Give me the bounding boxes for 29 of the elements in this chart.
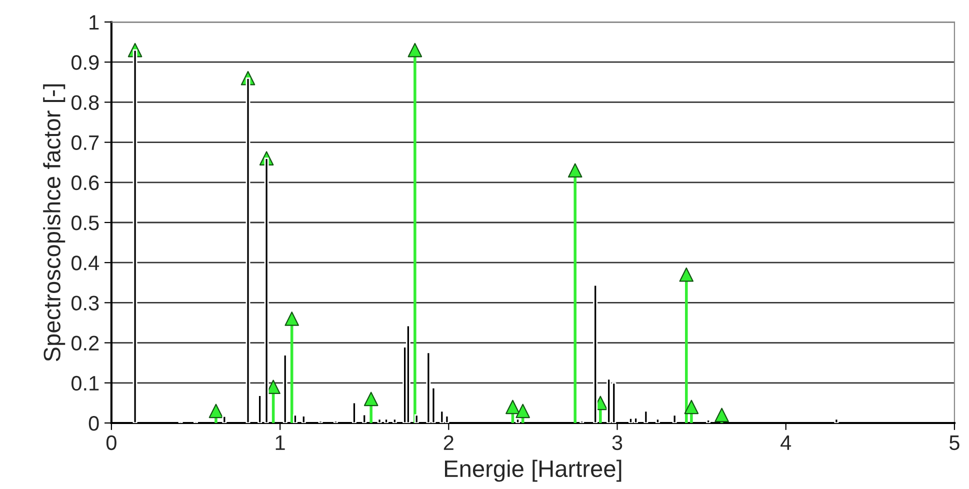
x-tick-label: 3 [612,435,622,450]
point [364,392,378,406]
y-tick-label: 0 [88,416,99,431]
point [684,400,699,414]
y-tick-label: 0.9 [71,55,99,70]
x-tick-label: 4 [780,436,792,450]
y-tick-label: 1 [90,15,99,30]
y-tick-label: 0.5 [71,215,99,230]
x-tick-label: 0 [106,435,116,450]
point [568,163,582,178]
point [714,408,729,422]
point [679,267,694,282]
x-tick-label: 1 [276,436,285,450]
x-tick-label: 2 [444,435,454,450]
y-axis-title: Spectroscopishce factor [-] [43,84,66,362]
point [516,404,530,418]
x-axis-title: Energie [Hartree] [444,460,622,482]
y-tick-label: 0.8 [71,95,99,110]
y-tick-label: 0.4 [71,256,100,270]
x-tick-label: 5 [950,436,960,450]
y-tick-label: 0.7 [71,135,99,150]
y-tick-label: 0.1 [71,376,99,391]
point [506,400,520,414]
point [208,404,224,418]
point [284,312,299,326]
y-tick-label: 0.2 [71,336,99,351]
y-tick-label: 0.6 [71,175,99,190]
y-tick-label: 0.3 [71,296,99,310]
point [408,42,422,58]
